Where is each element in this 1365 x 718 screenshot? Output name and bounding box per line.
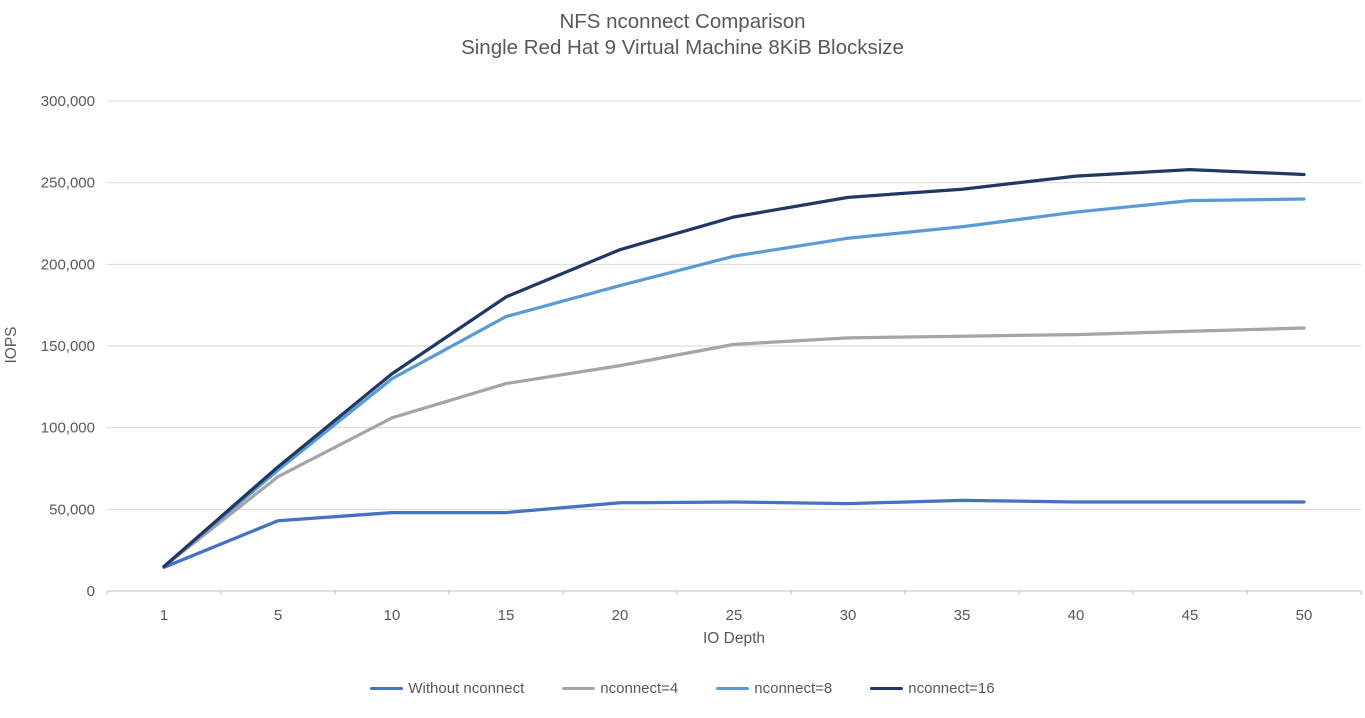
legend-line-swatch <box>870 686 904 691</box>
x-tick-label: 50 <box>1296 607 1313 624</box>
y-tick-label: 300,000 <box>41 93 95 110</box>
x-tick-label: 10 <box>384 607 401 624</box>
legend-item-nconnect-4: nconnect=4 <box>562 680 678 697</box>
chart-subtitle: Single Red Hat 9 Virtual Machine 8KiB Bl… <box>461 36 904 59</box>
legend-label: nconnect=16 <box>908 680 995 697</box>
series-line-nconnect-4 <box>162 326 1306 569</box>
legend-item-nconnect-8: nconnect=8 <box>716 680 832 697</box>
legend-line-swatch <box>716 686 750 691</box>
y-tick-label: 100,000 <box>41 420 95 437</box>
x-tick-label: 45 <box>1182 607 1199 624</box>
chart-title: NFS nconnect Comparison <box>559 10 806 33</box>
y-axis-title: IOPS <box>3 326 20 364</box>
legend-line-swatch <box>370 686 404 691</box>
y-tick-label: 150,000 <box>41 338 95 355</box>
series-line-nconnect-16 <box>162 167 1306 569</box>
legend: Without nconnect nconnect=4 nconnect=8 ncon… <box>0 680 1365 697</box>
chart-title-block: NFS nconnect Comparison Single Red Hat 9… <box>0 9 1365 61</box>
series-line-nconnect-8 <box>162 197 1306 569</box>
x-tick-label: 5 <box>274 607 282 624</box>
x-tick-label: 30 <box>840 607 857 624</box>
y-tick-label: 250,000 <box>41 175 95 192</box>
x-axis-title: IO Depth <box>702 630 766 647</box>
x-tick-label: 1 <box>160 607 168 624</box>
legend-line-swatch <box>562 686 596 691</box>
y-tick-label: 200,000 <box>41 256 95 273</box>
x-tick-label: 25 <box>726 607 743 624</box>
legend-item-nconnect-16: nconnect=16 <box>870 680 995 697</box>
series-line-without-nconnect <box>162 498 1306 569</box>
y-tick-label: 0 <box>87 583 95 600</box>
y-tick-label: 50,000 <box>49 501 95 518</box>
x-tick-label: 15 <box>498 607 515 624</box>
x-tick-label: 20 <box>612 607 629 624</box>
x-tick-label: 40 <box>1068 607 1085 624</box>
legend-label: nconnect=8 <box>754 680 833 697</box>
legend-label: nconnect=4 <box>600 680 679 697</box>
legend-label: Without nconnect <box>408 680 525 697</box>
x-tick-label: 35 <box>954 607 971 624</box>
legend-item-without-nconnect: Without nconnect <box>370 680 524 697</box>
